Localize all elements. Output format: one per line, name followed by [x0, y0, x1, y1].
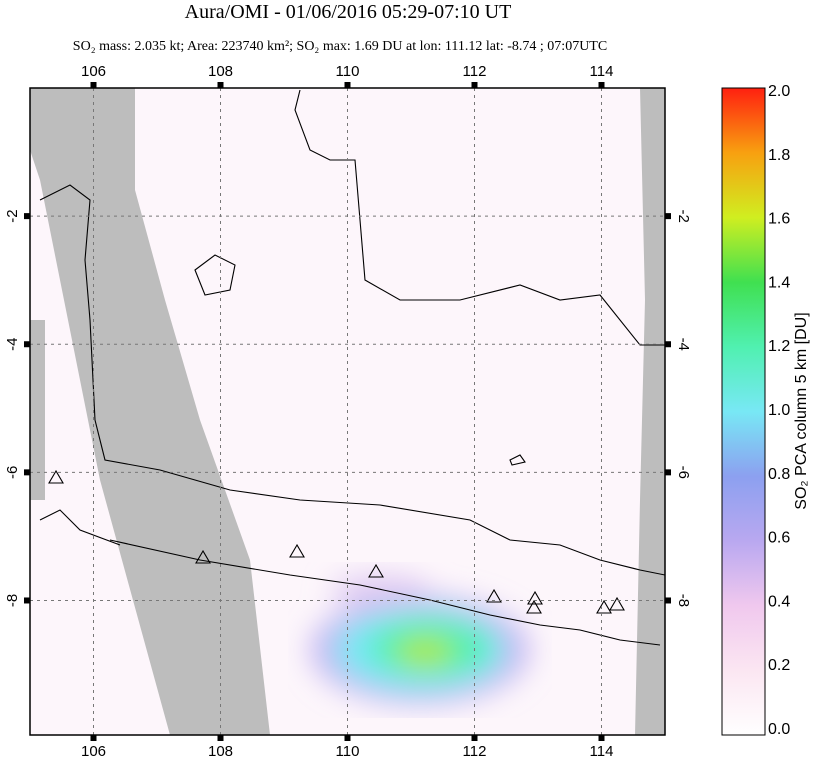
- x-tick-label: 112: [463, 743, 487, 759]
- y-tick-label: -6: [4, 466, 21, 479]
- title: Aura/OMI - 01/06/2016 05:29-07:10 UT: [185, 1, 512, 23]
- colorbar-tick-label: 1.4: [768, 274, 790, 291]
- y-tick-label: -8: [675, 594, 692, 607]
- colorbar-tick-label: 0.4: [768, 593, 790, 610]
- colorbar-tick-label: 1.2: [768, 338, 790, 355]
- x-tick-label: 108: [208, 63, 233, 80]
- colorbar-tick-label: 1.8: [768, 147, 790, 164]
- x-tick-label: 112: [463, 63, 487, 80]
- colorbar-tick-label: 1.6: [768, 211, 790, 228]
- x-tick-label: 114: [590, 743, 614, 759]
- x-tick-label: 110: [336, 743, 360, 759]
- colorbar-tick-label: 0.2: [768, 657, 790, 674]
- colorbar-tick-label: 2.0: [768, 83, 790, 100]
- y-tick-label: -2: [4, 209, 21, 222]
- x-tick-label: 108: [208, 743, 233, 759]
- subtitle: SO₂ mass: 2.035 kt; Area: 223740 km²; SO…: [73, 39, 607, 54]
- x-tick-label: 106: [81, 63, 106, 80]
- y-tick-label: -4: [4, 338, 21, 351]
- colorbar-tick-label: 0.6: [768, 530, 790, 547]
- no-data-strip: [30, 320, 45, 500]
- colorbar: [721, 87, 766, 736]
- map-frame: [29, 87, 666, 736]
- y-tick-label: -4: [675, 338, 692, 351]
- x-tick-label: 110: [336, 63, 360, 80]
- y-tick-label: -8: [4, 594, 21, 607]
- x-tick-label: 106: [81, 743, 106, 759]
- colorbar-tick-label: 1.0: [768, 402, 790, 419]
- colorbar-tick-label: 0.8: [768, 466, 790, 483]
- colorbar-tick-label: 0.0: [768, 721, 790, 738]
- colorbar-label: SO₂ PCA column 5 km [DU]: [793, 312, 810, 509]
- x-tick-label: 114: [590, 63, 614, 80]
- map-axes: 106 106 108 108 110 110 112 112 114 114 -2 -2 -4 -4 -6…: [4, 63, 790, 760]
- y-tick-label: -6: [675, 466, 692, 479]
- volcano-markers: [48, 469, 625, 614]
- y-tick-label: -2: [675, 209, 692, 222]
- no-data-swath: [30, 88, 270, 735]
